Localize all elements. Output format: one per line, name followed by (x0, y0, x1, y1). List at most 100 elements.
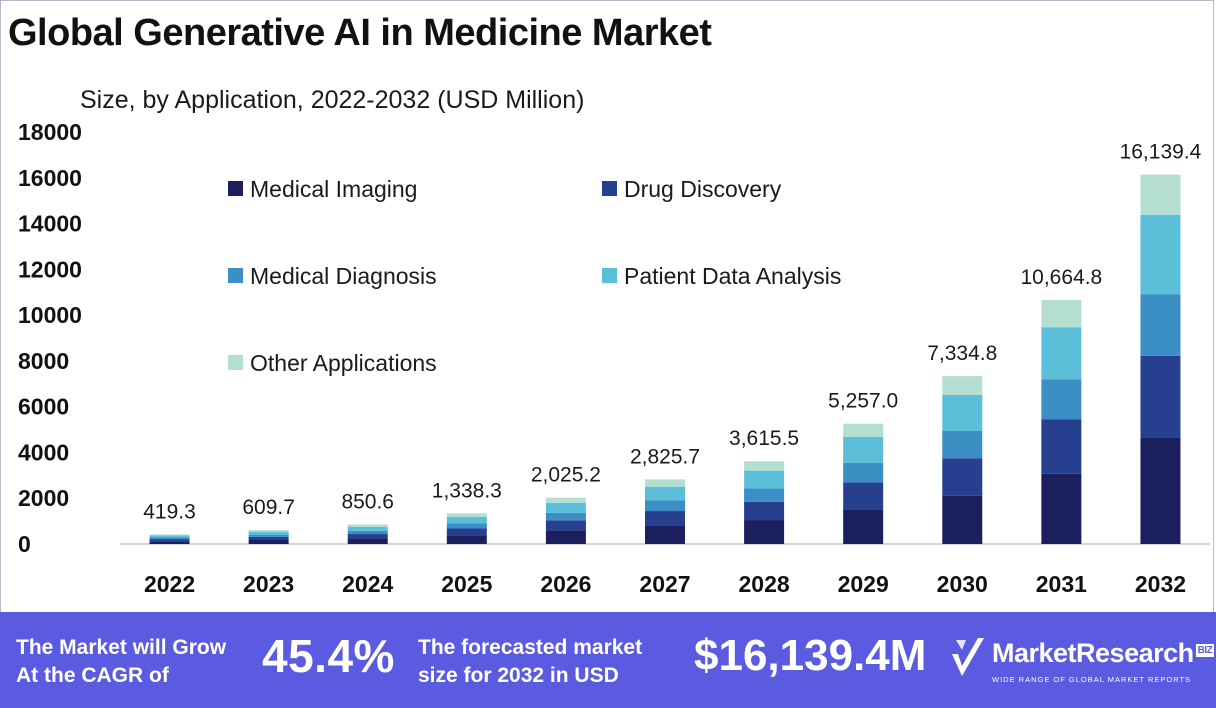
bar-segment (744, 470, 785, 489)
bar-segment (942, 458, 983, 496)
x-tick-label: 2024 (342, 571, 393, 597)
bar-segment (942, 394, 983, 431)
total-data-label: 419.3 (143, 500, 196, 523)
legend-label: Other Applications (250, 350, 437, 376)
bar-segment (843, 462, 884, 483)
x-tick-label: 2029 (838, 571, 889, 597)
bar-segment (1041, 327, 1082, 380)
cagr-caption: The Market will Grow At the CAGR of (16, 634, 226, 690)
bar-segment (149, 537, 190, 540)
cagr-value: 45.4% (262, 630, 395, 682)
logo-tagline: WIDE RANGE OF GLOBAL MARKET REPORTS (992, 675, 1192, 684)
bar-segment (545, 497, 586, 503)
y-tick-label: 2000 (18, 485, 69, 511)
x-tick-label: 2026 (540, 571, 591, 597)
x-tick-label: 2030 (937, 571, 988, 597)
bar-segment (347, 530, 388, 535)
marketresearch-logo[interactable]: MarketResearch BIZ WIDE RANGE OF GLOBAL M… (950, 636, 1215, 696)
y-tick-label: 18000 (18, 119, 82, 145)
bar-segment (645, 486, 685, 501)
bar-segment (744, 501, 785, 521)
bar-segment (446, 516, 487, 524)
bar-segment (545, 520, 586, 531)
bar-segment (446, 535, 487, 544)
y-tick-label: 4000 (18, 439, 69, 465)
bar-segment (843, 423, 884, 437)
bar-segment (843, 509, 884, 544)
y-tick-label: 10000 (18, 302, 82, 328)
bar-segment (545, 512, 586, 521)
bar-segment (149, 541, 190, 544)
bar-segment (248, 531, 289, 535)
bar-segment (446, 523, 487, 529)
total-data-label: 1,338.3 (432, 479, 502, 502)
bar-segment (1140, 294, 1181, 356)
bar-segment (645, 479, 685, 487)
forecast-caption-line1: The forecasted market (418, 636, 643, 659)
bar-segment (248, 539, 289, 544)
bar-segment (347, 534, 388, 539)
legend-label: Medical Imaging (250, 176, 417, 202)
stacked-bar-chart: 0 2000 4000 6000 8000 10000 12000 14000 16000 180… (18, 119, 1210, 597)
total-data-label: 3,615.5 (729, 427, 799, 450)
bar-segment (942, 376, 983, 395)
total-data-label: 7,334.8 (927, 342, 997, 365)
bar-segment (645, 525, 685, 544)
bar-segment (645, 511, 685, 526)
bar-segment (1041, 299, 1082, 328)
bar-segment (1140, 214, 1181, 295)
chart-title: Global Generative AI in Medicine Market (8, 12, 712, 54)
bar-segment (843, 482, 884, 510)
total-data-label: 5,257.0 (828, 390, 898, 413)
y-tick-label: 12000 (18, 256, 82, 282)
legend-label: Medical Diagnosis (250, 263, 437, 289)
total-data-label: 850.6 (341, 491, 394, 514)
y-tick-label: 8000 (18, 348, 69, 374)
cagr-caption-line1: The Market will Grow (16, 636, 227, 659)
y-tick-label: 14000 (18, 211, 82, 237)
forecast-caption: The forecasted market size for 2032 in U… (418, 634, 642, 690)
y-tick-label: 0 (18, 531, 31, 557)
y-tick-label: 6000 (18, 394, 69, 420)
logo-name-text: MarketResearch (992, 638, 1194, 668)
bar-segment (446, 528, 487, 536)
bar-segment (744, 520, 785, 544)
bar-segment (744, 461, 785, 471)
bar-segment (843, 436, 884, 463)
bar-segment (545, 530, 586, 544)
x-tick-label: 2032 (1135, 571, 1186, 597)
footer-banner: The Market will Grow At the CAGR of 45.4… (0, 612, 1216, 708)
bar-segment (942, 430, 983, 459)
total-data-label: 609.7 (242, 496, 295, 519)
legend-swatch (228, 268, 243, 283)
cagr-caption-line2: At the CAGR of (16, 664, 169, 687)
x-tick-label: 2022 (144, 571, 195, 597)
checkmark-logo-icon (952, 638, 984, 676)
bar-segment (347, 526, 388, 531)
legend-swatch (602, 181, 617, 196)
logo-biz-badge: BIZ (1195, 644, 1215, 657)
bar-segment (1041, 419, 1082, 474)
bar-segment (446, 513, 487, 517)
total-data-label: 10,664.8 (1020, 266, 1102, 289)
forecast-caption-line2: size for 2032 in USD (418, 664, 619, 687)
legend-swatch (228, 355, 243, 370)
bar-segment (347, 524, 388, 527)
y-tick-label: 16000 (18, 165, 82, 191)
legend-label: Drug Discovery (624, 176, 782, 202)
bar-segment (1140, 174, 1181, 215)
x-tick-label: 2027 (639, 571, 690, 597)
bar-segment (347, 538, 388, 544)
x-tick-label: 2031 (1036, 571, 1087, 597)
bar-segment (149, 534, 190, 536)
forecast-value: $16,139.4M (694, 631, 927, 680)
chart-subtitle: Size, by Application, 2022-2032 (USD Mil… (80, 86, 585, 114)
bar-segment (1140, 355, 1181, 438)
bar-segment (744, 488, 785, 502)
bar-segment (248, 534, 289, 537)
x-tick-label: 2023 (243, 571, 294, 597)
total-data-label: 2,825.7 (630, 445, 700, 468)
bar-segment (149, 535, 190, 538)
bar-segment (248, 530, 289, 532)
x-tick-label: 2025 (441, 571, 492, 597)
